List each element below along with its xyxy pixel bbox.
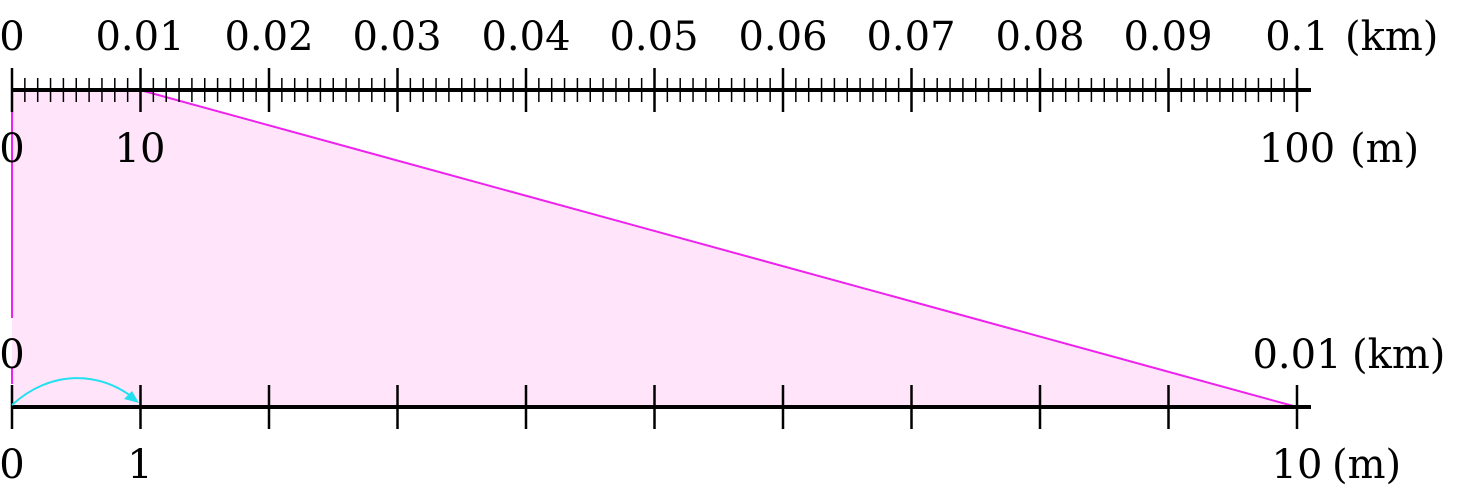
bottom-m-start: 0	[0, 442, 25, 488]
bottom-km-unit: (km)	[1352, 332, 1445, 378]
bottom-m-labels: 0 1 10 (m)	[0, 442, 1401, 488]
top-km-label: 0	[0, 14, 25, 60]
top-m-label: 10	[115, 126, 166, 172]
bottom-km-start: 0	[0, 332, 25, 378]
bottom-km-labels: 0 0.01 (km)	[0, 332, 1445, 378]
top-m-end-label: 100	[1259, 126, 1335, 172]
hop-arrow-head-icon	[124, 391, 139, 403]
top-km-label: 0.01	[95, 14, 184, 60]
hop-arrow	[11, 377, 137, 406]
bottom-km-end: 0.01	[1252, 332, 1341, 378]
top-km-label: 0.02	[224, 14, 313, 60]
top-m-labels: 0 10 100 (m)	[0, 126, 1419, 172]
top-km-label: 0.07	[866, 14, 955, 60]
zoom-region	[12, 90, 1297, 407]
top-km-unit: (km)	[1345, 14, 1438, 60]
bottom-m-second: 1	[127, 442, 152, 488]
top-m-label: 0	[0, 126, 25, 172]
top-km-label: 0.05	[609, 14, 698, 60]
bottom-m-unit: (m)	[1332, 442, 1401, 488]
top-km-labels: 0 0.01 0.02 0.03 0.04 0.05 0.06 0.07 0.0…	[0, 14, 1438, 60]
top-km-label: 0.1	[1265, 14, 1329, 60]
top-km-label: 0.08	[995, 14, 1084, 60]
top-km-label: 0.03	[352, 14, 441, 60]
top-km-label: 0.09	[1123, 14, 1212, 60]
bottom-m-end: 10	[1272, 442, 1323, 488]
zoom-diagonal-line	[139, 89, 1298, 408]
top-km-label: 0.06	[738, 14, 827, 60]
top-m-unit: (m)	[1350, 126, 1419, 172]
top-km-label: 0.04	[481, 14, 570, 60]
